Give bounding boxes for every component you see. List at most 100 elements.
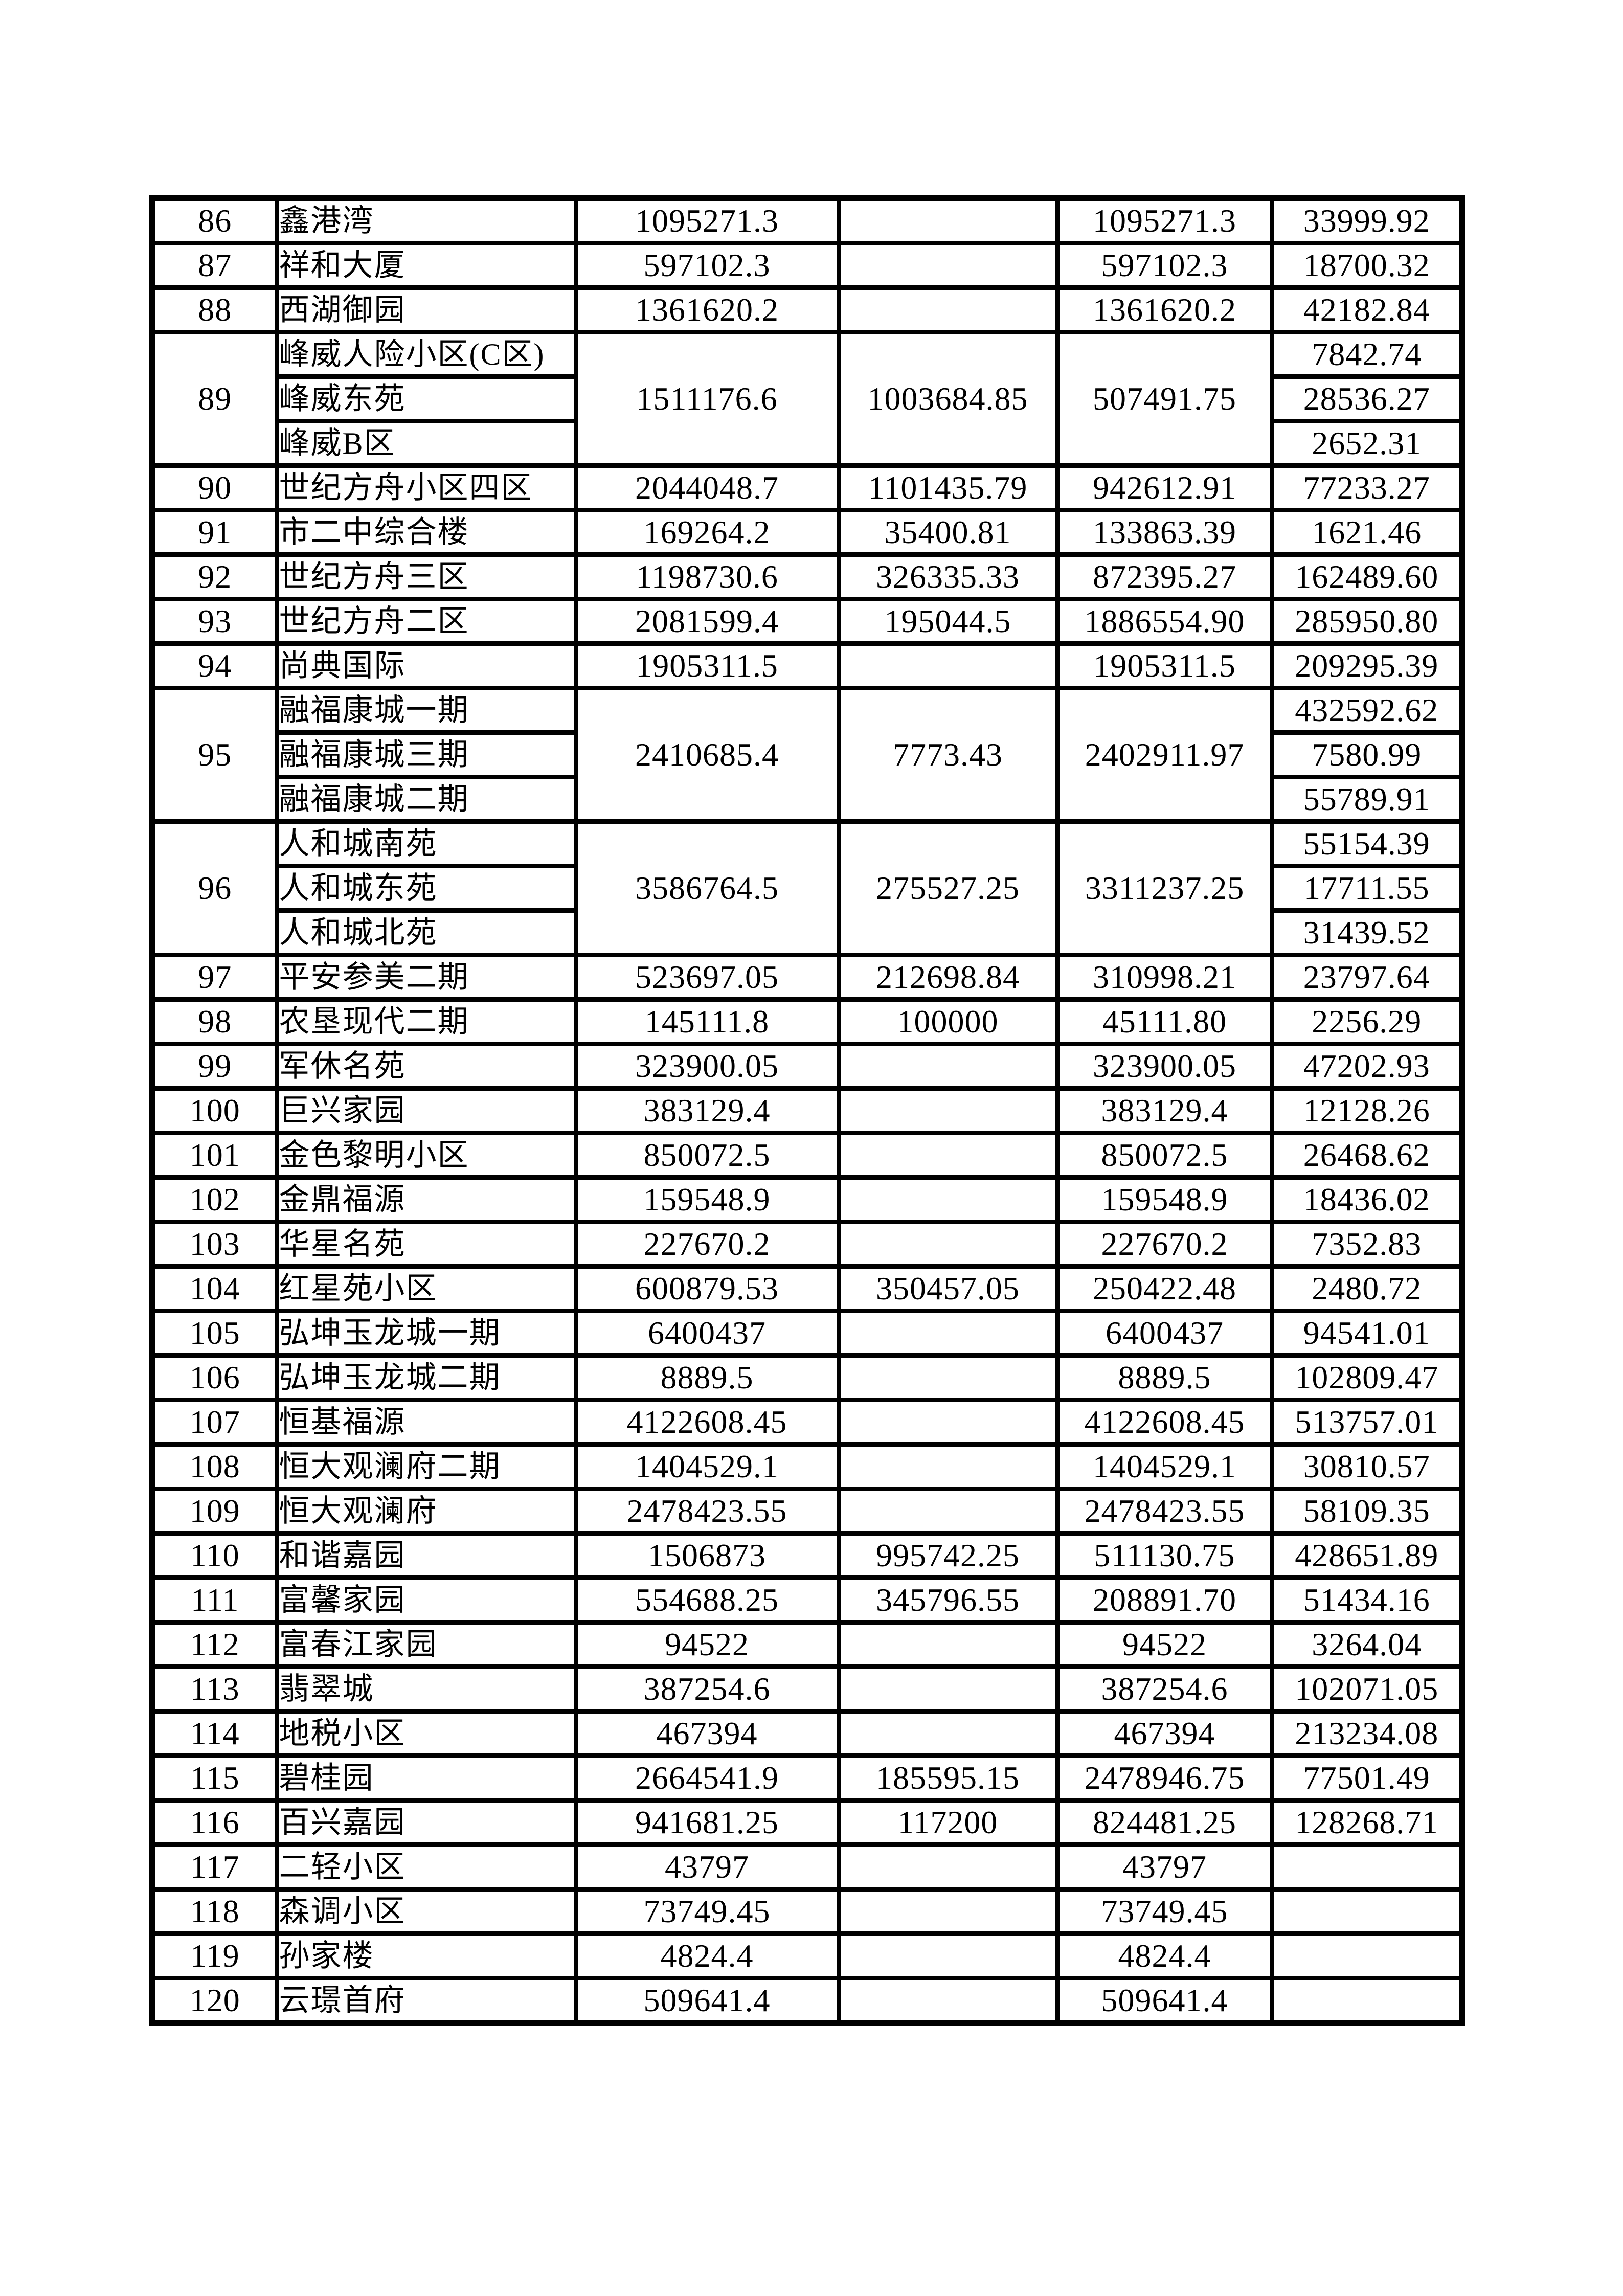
row-number-cell: 93 [150, 597, 279, 646]
amount-col4-cell [836, 285, 1060, 334]
amount-col5-cell: 43797 [1055, 1842, 1274, 1892]
table-row: 108 恒大观澜府二期 1404529.1 1404529.1 30810.57 [150, 1442, 1464, 1491]
row-number-cell: 95 [150, 686, 279, 824]
community-name-cell: 鑫港湾 [275, 196, 578, 245]
table-row: 91 市二中综合楼 169264.2 35400.81 133863.39 1621.46 [150, 508, 1464, 557]
amount-col4-cell: 345796.55 [836, 1575, 1060, 1625]
amount-col6-cell: 285950.80 [1270, 597, 1464, 646]
community-name-cell: 峰威B区 [275, 419, 578, 468]
amount-col6-cell: 55789.91 [1270, 775, 1464, 824]
row-number-cell: 91 [150, 508, 279, 557]
amount-col4-cell: 1101435.79 [836, 463, 1060, 512]
amount-col3-cell: 383129.4 [573, 1086, 841, 1135]
amount-col6-cell: 7842.74 [1270, 330, 1464, 379]
amount-col3-cell: 387254.6 [573, 1664, 841, 1714]
amount-col4-cell: 995742.25 [836, 1531, 1060, 1580]
table-row: 109 恒大观澜府 2478423.55 2478423.55 58109.35 [150, 1487, 1464, 1536]
amount-col3-cell: 1506873 [573, 1531, 841, 1580]
row-number-cell: 116 [150, 1798, 279, 1847]
row-number-cell: 108 [150, 1442, 279, 1491]
community-name-cell: 和谐嘉园 [275, 1531, 578, 1580]
community-name-cell: 弘坤玉龙城一期 [275, 1309, 578, 1358]
community-name-cell: 碧桂园 [275, 1753, 578, 1803]
amount-col5-cell: 507491.75 [1055, 330, 1274, 468]
table-row: 116 百兴嘉园 941681.25 117200 824481.25 128268.71 [150, 1798, 1464, 1847]
table-row: 100 巨兴家园 383129.4 383129.4 12128.26 [150, 1086, 1464, 1135]
community-name-cell: 农垦现代二期 [275, 997, 578, 1046]
community-name-cell: 富春江家园 [275, 1620, 578, 1669]
amount-col5-cell: 2402911.97 [1055, 686, 1274, 824]
amount-col4-cell [836, 1042, 1060, 1091]
table-subrow: 融福康城二期 55789.91 [152, 775, 1464, 824]
amount-col4-cell: 212698.84 [836, 953, 1060, 1002]
amount-col3-cell: 145111.8 [573, 997, 841, 1046]
amount-col5-cell: 227670.2 [1055, 1220, 1274, 1269]
row-number-cell: 99 [150, 1042, 279, 1091]
community-name-cell: 人和城南苑 [275, 819, 578, 868]
row-number-cell: 87 [150, 241, 279, 290]
row-number-cell: 120 [150, 1976, 279, 2025]
amount-col6-cell: 47202.93 [1270, 1042, 1464, 1091]
amount-col3-cell: 850072.5 [573, 1131, 841, 1180]
amount-col5-cell: 387254.6 [1055, 1664, 1274, 1714]
amount-col4-cell [836, 1086, 1060, 1135]
amount-col5-cell: 850072.5 [1055, 1131, 1274, 1180]
amount-col3-cell: 1361620.2 [573, 285, 841, 334]
amount-col4-cell [836, 641, 1060, 690]
amount-col5-cell: 2478423.55 [1055, 1487, 1274, 1536]
amount-col6-cell: 7580.99 [1270, 730, 1464, 779]
row-number-cell: 98 [150, 997, 279, 1046]
amount-col3-cell: 4824.4 [573, 1931, 841, 1980]
community-name-cell: 融福康城三期 [275, 730, 578, 779]
amount-col5-cell: 94522 [1055, 1620, 1274, 1669]
amount-col5-cell: 2478946.75 [1055, 1753, 1274, 1803]
row-number-cell: 94 [150, 641, 279, 690]
amount-col4-cell: 195044.5 [836, 597, 1060, 646]
amount-col6-cell [1270, 1887, 1464, 1936]
table-row: 114 地税小区 467394 467394 213234.08 [150, 1709, 1464, 1758]
amount-col5-cell: 8889.5 [1055, 1353, 1274, 1402]
table-row: 120 云璟首府 509641.4 509641.4 [150, 1976, 1464, 2025]
amount-col5-cell: 383129.4 [1055, 1086, 1274, 1135]
amount-col4-cell: 350457.05 [836, 1264, 1060, 1313]
amount-col3-cell: 43797 [573, 1842, 841, 1892]
amount-col6-cell: 30810.57 [1270, 1442, 1464, 1491]
amount-col4-cell [836, 1620, 1060, 1669]
amount-col6-cell [1270, 1842, 1464, 1892]
amount-col4-cell [836, 196, 1060, 245]
amount-col6-cell: 31439.52 [1270, 908, 1464, 957]
amount-col3-cell: 3586764.5 [573, 819, 841, 957]
amount-col5-cell: 511130.75 [1055, 1531, 1274, 1580]
row-number-cell: 104 [150, 1264, 279, 1313]
amount-col4-cell: 326335.33 [836, 552, 1060, 601]
amount-col4-cell [836, 1976, 1060, 2025]
amount-col4-cell [836, 241, 1060, 290]
amount-col6-cell [1270, 1931, 1464, 1980]
table-body: 86 鑫港湾 1095271.3 1095271.3 33999.92 87 祥和大厦 597… [150, 196, 1464, 2025]
amount-col4-cell: 7773.43 [836, 686, 1060, 824]
community-name-cell: 世纪方舟三区 [275, 552, 578, 601]
table-row: 107 恒基福源 4122608.45 4122608.45 513757.01 [150, 1398, 1464, 1447]
amount-col3-cell: 2664541.9 [573, 1753, 841, 1803]
table-subrow: 人和城北苑 31439.52 [152, 908, 1464, 957]
amount-col4-cell: 1003684.85 [836, 330, 1060, 468]
amount-col6-cell: 209295.39 [1270, 641, 1464, 690]
table-row: 115 碧桂园 2664541.9 185595.15 2478946.75 77501.… [150, 1753, 1464, 1803]
amount-col3-cell: 4122608.45 [573, 1398, 841, 1447]
amount-col3-cell: 2044048.7 [573, 463, 841, 512]
amount-col5-cell: 159548.9 [1055, 1175, 1274, 1224]
amount-col6-cell: 432592.62 [1270, 686, 1464, 735]
amount-col4-cell [836, 1309, 1060, 1358]
amount-col3-cell: 227670.2 [573, 1220, 841, 1269]
community-name-cell: 地税小区 [275, 1709, 578, 1758]
community-name-cell: 平安参美二期 [275, 953, 578, 1002]
amount-col6-cell: 18700.32 [1270, 241, 1464, 290]
amount-col3-cell: 941681.25 [573, 1798, 841, 1847]
amount-col3-cell: 6400437 [573, 1309, 841, 1358]
community-name-cell: 世纪方舟二区 [275, 597, 578, 646]
amount-col6-cell: 77501.49 [1270, 1753, 1464, 1803]
amount-col6-cell: 2256.29 [1270, 997, 1464, 1046]
amount-col6-cell: 17711.55 [1270, 864, 1464, 913]
amount-col5-cell: 509641.4 [1055, 1976, 1274, 2025]
